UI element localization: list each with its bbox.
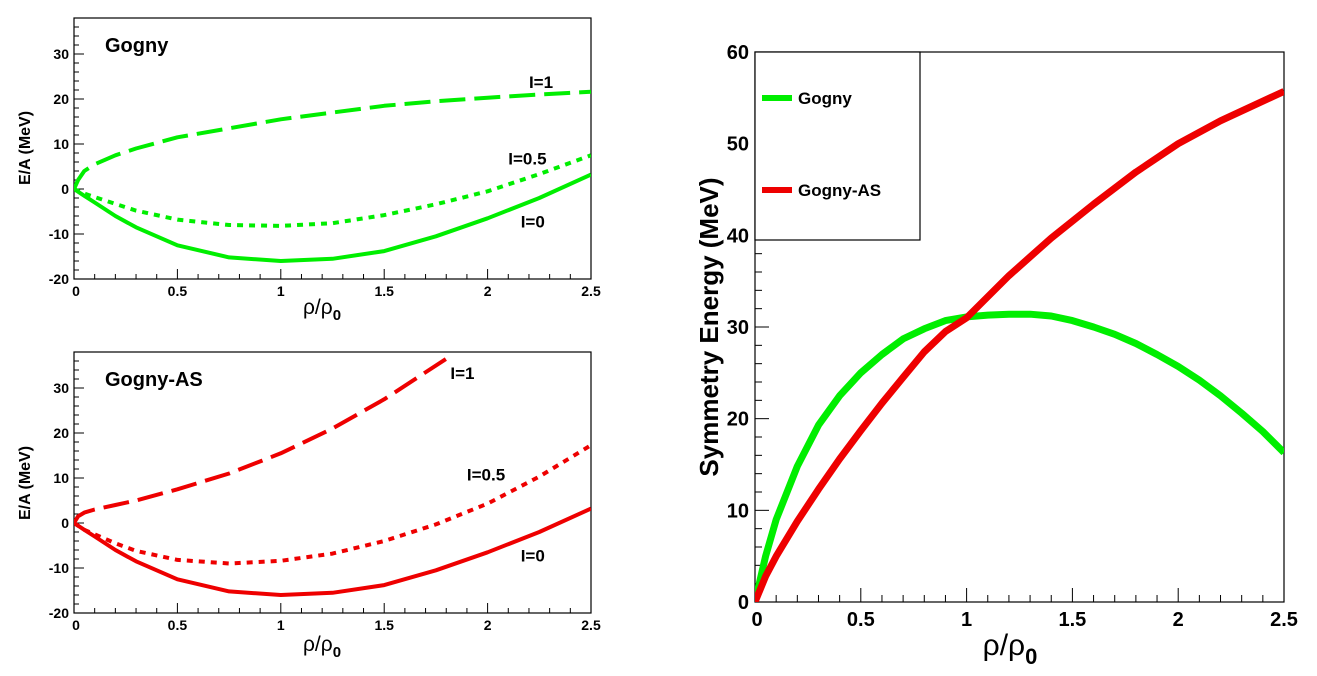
- x-axis-label-main: ρ/ρ: [303, 633, 333, 656]
- series-line-gogny-as-i-1: [74, 357, 448, 525]
- legend-label-gogny-as: Gogny-AS: [798, 181, 881, 200]
- x-tick-label: 2: [1173, 609, 1184, 631]
- y-axis-label: E/A (MeV): [17, 111, 34, 185]
- x-tick-label: 0: [72, 617, 80, 633]
- series-line-symmetry-gogny-as: [755, 88, 1284, 602]
- y-tick-label: 50: [727, 134, 749, 156]
- series-group: [74, 357, 591, 597]
- curve-annotation: I=0.5: [467, 465, 505, 484]
- y-tick-label: 0: [61, 181, 69, 197]
- x-tick-label: 1.5: [1058, 609, 1086, 631]
- plot-frame: [73, 351, 592, 614]
- y-axis-label: Symmetry Energy (MeV): [694, 177, 724, 476]
- x-tick-label: 0.5: [168, 283, 188, 299]
- series-line-symmetry-gogny: [755, 310, 1284, 602]
- y-tick-label: -20: [49, 605, 69, 621]
- x-tick-label: 1.5: [374, 617, 394, 633]
- series-group: [755, 88, 1284, 602]
- chart-title: Gogny: [105, 35, 169, 57]
- x-axis-label: ρ/ρ0: [303, 633, 341, 661]
- plot-frame: [73, 17, 592, 280]
- curve-annotation: I=0: [521, 212, 545, 231]
- x-tick-label: 1: [277, 283, 285, 299]
- y-tick-label: 30: [53, 46, 69, 62]
- x-axis-label: ρ/ρ0: [303, 296, 341, 324]
- curve-annotation: I=0: [521, 546, 545, 565]
- y-tick-label: 10: [727, 500, 749, 522]
- series-line-gogny-as-i-0: [74, 506, 591, 597]
- curve-annotation: I=0.5: [508, 149, 546, 168]
- series-line-gogny-as-i-0-5: [74, 443, 591, 566]
- x-tick-label: 1: [961, 609, 972, 631]
- y-axis-label: E/A (MeV): [17, 446, 34, 520]
- x-tick-label: 2: [484, 283, 492, 299]
- x-axis-label-subscript: 0: [1025, 644, 1037, 669]
- series-line-gogny-i-0: [74, 172, 591, 263]
- x-tick-label: 0: [72, 283, 80, 299]
- series-line-gogny-i-0-5: [74, 153, 591, 228]
- y-tick-label: 30: [53, 380, 69, 396]
- x-axis-label-subscript: 0: [333, 307, 341, 324]
- x-tick-label: 1.5: [374, 283, 394, 299]
- y-tick-label: -20: [49, 271, 69, 287]
- curve-annotation: I=1: [450, 364, 474, 383]
- series-line-gogny-i-1: [74, 89, 591, 190]
- y-tick-label: 10: [53, 136, 69, 152]
- y-tick-label: 30: [727, 317, 749, 339]
- y-tick-label: 40: [727, 225, 749, 247]
- x-axis-label: ρ/ρ0: [983, 629, 1038, 669]
- y-tick-label: 20: [53, 91, 69, 107]
- y-tick-label: 60: [727, 42, 749, 64]
- curve-annotation: I=1: [529, 73, 553, 92]
- y-tick-label: -10: [49, 226, 69, 242]
- x-tick-label: 2: [484, 617, 492, 633]
- x-tick-label: 2.5: [581, 283, 601, 299]
- y-tick-label: 20: [727, 409, 749, 431]
- y-tick-label: 0: [738, 592, 749, 614]
- x-tick-label: 1: [277, 617, 285, 633]
- x-tick-label: 0: [751, 609, 762, 631]
- y-tick-label: -10: [49, 560, 69, 576]
- legend-label-gogny: Gogny: [798, 89, 852, 108]
- y-tick-label: 20: [53, 425, 69, 441]
- y-tick-label: 0: [61, 515, 69, 531]
- x-tick-label: 0.5: [168, 617, 188, 633]
- x-tick-label: 2.5: [581, 617, 601, 633]
- y-tick-label: 10: [53, 470, 69, 486]
- legend-box: [754, 51, 921, 241]
- x-tick-label: 2.5: [1270, 609, 1298, 631]
- series-group: [74, 89, 591, 263]
- x-axis-label-main: ρ/ρ: [983, 629, 1025, 662]
- chart-title: Gogny-AS: [105, 369, 203, 391]
- x-tick-label: 0.5: [847, 609, 875, 631]
- x-axis-label-subscript: 0: [333, 644, 341, 661]
- x-axis-label-main: ρ/ρ: [303, 296, 333, 319]
